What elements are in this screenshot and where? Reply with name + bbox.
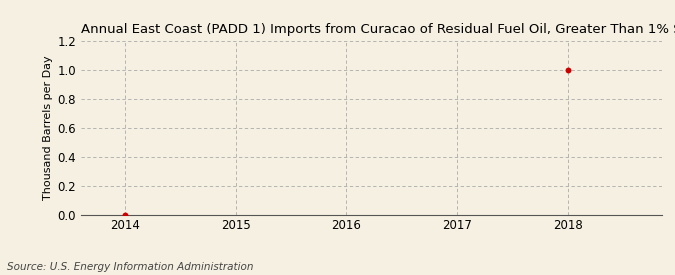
Text: Annual East Coast (PADD 1) Imports from Curacao of Residual Fuel Oil, Greater Th: Annual East Coast (PADD 1) Imports from …: [81, 23, 675, 36]
Text: Source: U.S. Energy Information Administration: Source: U.S. Energy Information Administ…: [7, 262, 253, 272]
Y-axis label: Thousand Barrels per Day: Thousand Barrels per Day: [43, 56, 53, 200]
Point: [562, 68, 573, 72]
Point: [120, 212, 131, 217]
